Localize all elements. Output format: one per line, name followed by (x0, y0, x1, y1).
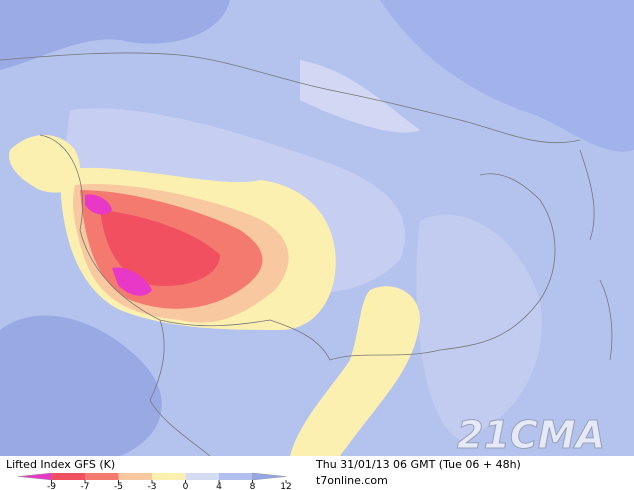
valid-time: Thu 31/01/13 06 GMT (Tue 06 + 48h) (315, 458, 521, 471)
colorbar-label: 12 (280, 482, 291, 490)
source: t7online.com (316, 474, 388, 487)
colorbar-segment (85, 473, 119, 480)
watermark: 21CMA (457, 413, 605, 457)
colorbar-label: -3 (148, 482, 157, 490)
colorbar-label: -9 (47, 482, 56, 490)
colorbar-label: 0 (183, 482, 189, 490)
legend-title: Lifted Index GFS (K) (6, 458, 115, 471)
colorbar-label: 4 (216, 482, 222, 490)
colorbar-segment (51, 473, 85, 480)
colorbar-segment (252, 472, 287, 481)
colorbar-label: -5 (114, 482, 123, 490)
colorbar: -9 -7 -5 -3 0 4 8 12 (17, 472, 292, 490)
map (0, 0, 634, 457)
colorbar-segment (118, 473, 152, 480)
colorbar-segment (185, 473, 219, 480)
colorbar-segment (152, 473, 186, 480)
colorbar-segment (219, 473, 253, 480)
colorbar-label: -7 (81, 482, 90, 490)
colorbar-label: 8 (250, 482, 256, 490)
